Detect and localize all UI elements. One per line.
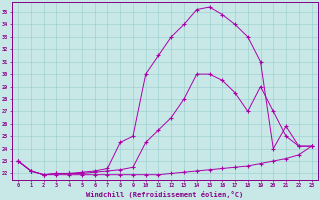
X-axis label: Windchill (Refroidissement éolien,°C): Windchill (Refroidissement éolien,°C) [86,191,244,198]
